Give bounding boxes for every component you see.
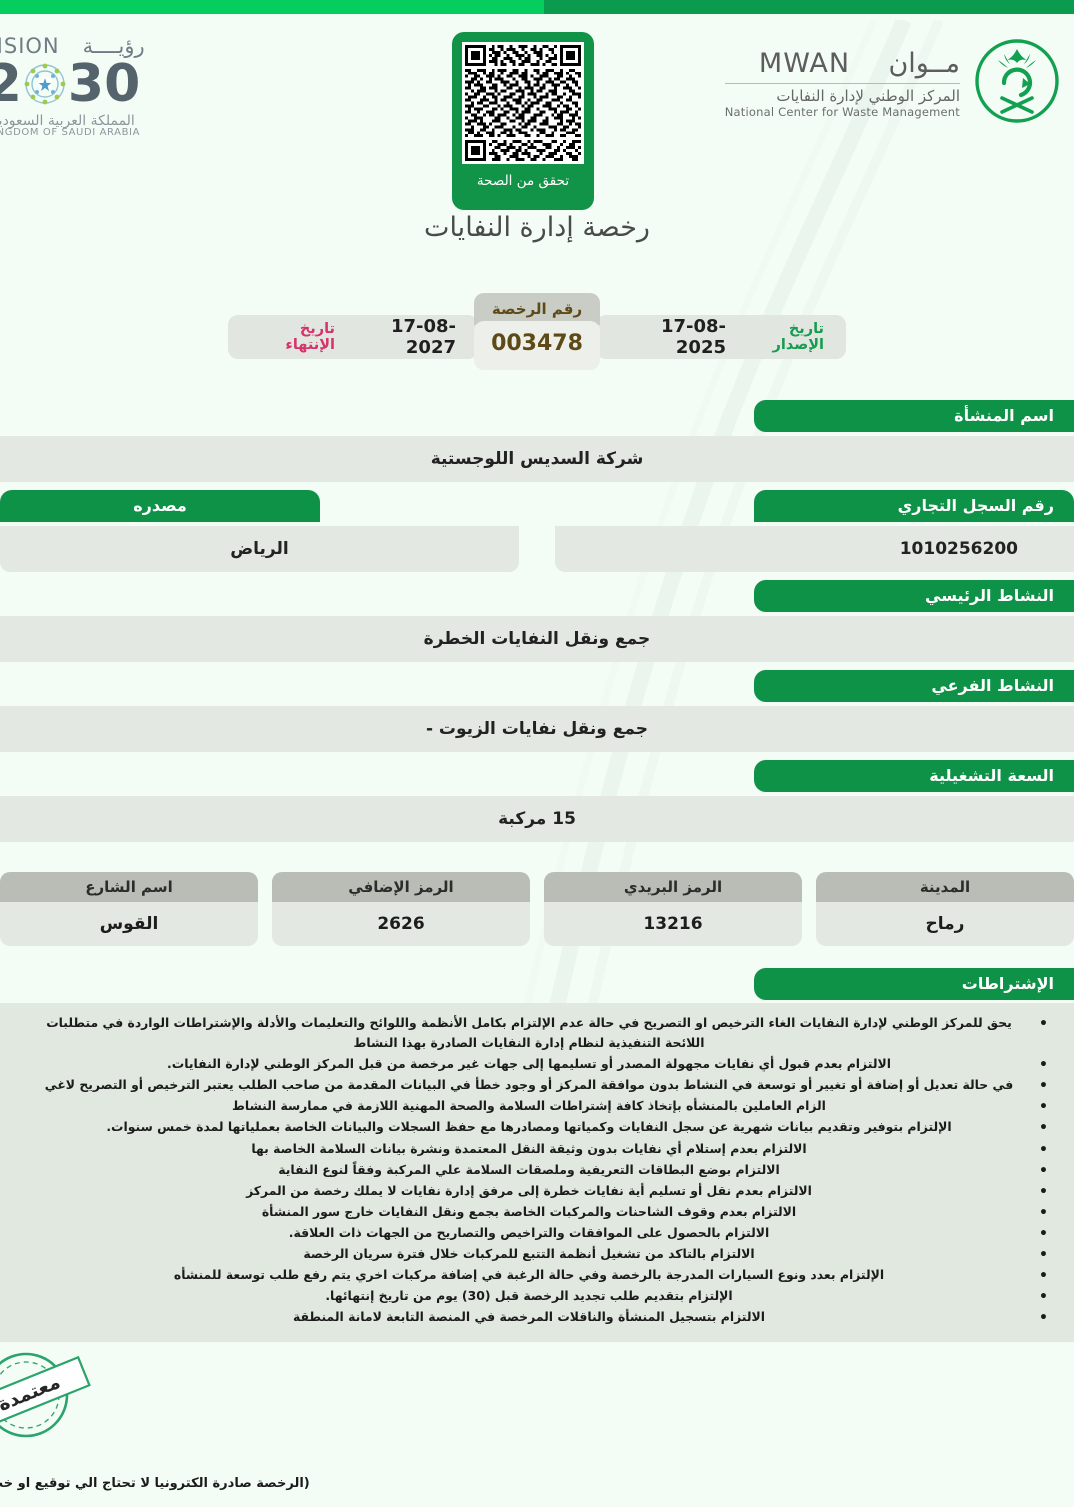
field-cr-source: مصدره الرياض [0, 490, 519, 572]
top-bar-dark-segment [544, 0, 1074, 14]
address-cell: اسم الشارع القوس [0, 872, 258, 946]
address-table: المدينة رماح الرمز البريدي 13216 الرمز الإضا… [0, 872, 1074, 946]
license-number-card: رقم الرخصة 003478 [474, 293, 600, 370]
condition-item: الالتزام بتسجيل المنشأة والناقلات المرخص… [26, 1307, 1048, 1330]
condition-item: الالتزام بوضع البطاقات التعريفية وملصقات… [26, 1160, 1048, 1183]
condition-item: الإلتزام بعدد ونوع السيارات المدرجة بالر… [26, 1265, 1048, 1288]
license-number-value: 003478 [474, 321, 600, 370]
qr-verify-label: تحقق من الصحة [476, 173, 570, 189]
page-title: رخصة إدارة النفايات [424, 212, 650, 243]
top-accent-bar [0, 0, 1074, 14]
address-cell: الرمز البريدي 13216 [544, 872, 802, 946]
condition-item: الالتزام بالحصول على الموافقات والتراخيص… [26, 1223, 1048, 1246]
field-facility-name-value: شركة السديس اللوجستية [0, 436, 1074, 482]
expiry-date-value: 17-08-2027 [390, 316, 456, 358]
vision-logo-ar: رؤيــــة [82, 34, 145, 58]
field-main-activity-value: جمع ونقل النفايات الخطرة [0, 616, 1074, 662]
condition-item: الالتزام بعدم وقوف الشاحنات والمركبات ال… [26, 1202, 1048, 1225]
address-cell: الرمز الإضافي 2626 [272, 872, 530, 946]
field-main-activity: النشاط الرئيسي جمع ونقل النفايات الخطرة [0, 580, 1074, 662]
condition-item: الالتزام بعدم قبول أي نفايات مجهولة المص… [26, 1054, 1048, 1077]
facility-fields: اسم المنشأة شركة السديس اللوجستية رقم ال… [0, 400, 1074, 850]
address-cell-label: الرمز الإضافي [272, 872, 530, 902]
field-row-cr: رقم السجل التجاري 1010256200 مصدره الريا… [0, 490, 1074, 572]
mwan-subtitle-en: National Center for Waste Management [724, 104, 960, 119]
document-header: VISION رؤيــــة 2 [0, 14, 1074, 224]
field-main-activity-label: النشاط الرئيسي [754, 580, 1074, 612]
mwan-subtitle-ar: المركز الوطني لإدارة النفايات [776, 86, 960, 105]
license-summary-row: تاريخ الإصدار 17-08-2025 17-08-2027 تاري… [0, 293, 1074, 370]
address-cell-label: اسم الشارع [0, 872, 258, 902]
conditions-section: الإشتراطات يحق للمركز الوطني لإدارة النف… [0, 968, 1074, 1343]
condition-item: الإلتزام بتوفير وتقديم بيانات شهرية عن س… [26, 1117, 1048, 1140]
vision-palm-emblem-icon [23, 62, 67, 106]
field-sub-activity: النشاط الفرعي جمع ونقل نفايات الزيوت - [0, 670, 1074, 752]
issue-date-label: تاريخ الإصدار [772, 321, 824, 353]
expiry-date-badge: 17-08-2027 تاريخ الإنتهاء [228, 315, 478, 359]
mwan-title-en: MWAN [758, 47, 851, 79]
mwan-logo: MWAN مــوان المركز الوطني لإدارة النفايا… [724, 38, 1060, 128]
field-sub-activity-value: جمع ونقل نفايات الزيوت - [0, 706, 1074, 752]
footer-note: (الرخصة صادرة الكترونيا لا تحتاج الي توق… [0, 1476, 310, 1491]
mwan-divider [724, 82, 960, 84]
field-capacity-value: 15 مركبة [0, 796, 1074, 842]
field-cr-source-label: مصدره [0, 490, 320, 522]
field-capacity-label: السعة التشغيلية [754, 760, 1074, 792]
field-sub-activity-label: النشاط الفرعي [754, 670, 1074, 702]
conditions-label: الإشتراطات [754, 968, 1074, 1000]
expiry-date-label: تاريخ الإنتهاء [285, 321, 335, 353]
address-cell-value: 13216 [544, 902, 802, 946]
address-cell-label: الرمز البريدي [544, 872, 802, 902]
qr-verification-card[interactable]: تحقق من الصحة [452, 32, 594, 210]
mwan-logo-text: MWAN مــوان المركز الوطني لإدارة النفايا… [724, 48, 960, 119]
address-cell-value: رماح [816, 902, 1074, 946]
condition-item: الالتزام بعدم نقل أو تسليم أية نفايات خط… [26, 1181, 1048, 1204]
license-number-label: رقم الرخصة [474, 293, 600, 325]
field-cr-number-label: رقم السجل التجاري [754, 490, 1074, 522]
vision-year-left: 2 [0, 54, 22, 114]
address-cell-value: القوس [0, 902, 258, 946]
condition-item: الإلتزام بتقديم طلب تجديد الرخصة قبل (30… [26, 1286, 1048, 1309]
issue-date-value: 17-08-2025 [660, 316, 727, 358]
field-cr-number-value: 1010256200 [555, 526, 1074, 572]
condition-item: الزام العاملين بالمنشأه بإتخاذ كافة إشتر… [26, 1096, 1048, 1119]
field-capacity: السعة التشغيلية 15 مركبة [0, 760, 1074, 842]
conditions-list: يحق للمركز الوطني لإدارة النفايات الغاء … [26, 1013, 1048, 1330]
address-cell-label: المدينة [816, 872, 1074, 902]
vision-2030-logo: VISION رؤيــــة 2 [0, 36, 168, 138]
vision-logo-en: VISION [0, 34, 60, 58]
condition-item: في حالة تعديل أو إضافة أو تغيير أو توسعة… [26, 1075, 1048, 1098]
condition-item: يحق للمركز الوطني لإدارة النفايات الغاء … [26, 1013, 1048, 1053]
qr-code-icon[interactable] [462, 42, 584, 164]
conditions-body: يحق للمركز الوطني لإدارة النفايات الغاء … [0, 1003, 1074, 1343]
condition-item: الالتزام بعدم إستلام أي نفايات بدون وثيق… [26, 1139, 1048, 1162]
field-facility-name-label: اسم المنشأة [754, 400, 1074, 432]
vision-sub-en: KINGDOM OF SAUDI ARABIA [0, 127, 141, 138]
field-cr-number: رقم السجل التجاري 1010256200 [555, 490, 1074, 572]
mwan-title: MWAN مــوان [725, 48, 960, 79]
top-bar-light-segment [0, 0, 544, 14]
vision-year-right: 30 [67, 54, 141, 114]
address-cell-value: 2626 [272, 902, 530, 946]
vision-2030-year: 2 [0, 58, 168, 110]
field-cr-source-value: الرياض [0, 526, 519, 572]
issue-date-badge: تاريخ الإصدار 17-08-2025 [596, 315, 846, 359]
field-facility-name: اسم المنشأة شركة السديس اللوجستية [0, 400, 1074, 482]
saudi-emblem-icon [974, 38, 1060, 128]
mwan-title-ar: مــوان [888, 47, 960, 79]
condition-item: الالتزام بالتاكد من تشغيل أنظمة التتبع ل… [26, 1244, 1048, 1267]
approved-stamp: معتمدة [0, 1347, 98, 1445]
address-cell: المدينة رماح [816, 872, 1074, 946]
vision-sub-ar: المملكة العربية السعودية [0, 113, 135, 129]
